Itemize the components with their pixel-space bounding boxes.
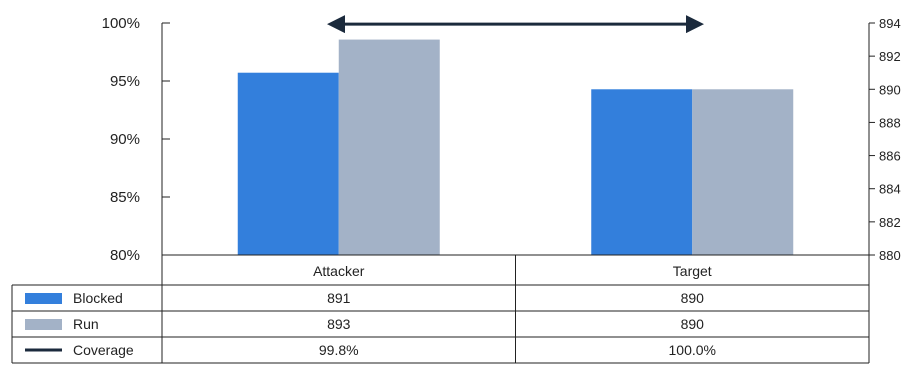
- data-label-run-attacker: 893: [327, 316, 351, 332]
- right-tick-label: 894: [879, 16, 901, 31]
- legend-key-run: [25, 319, 62, 330]
- left-tick-label: 90%: [110, 131, 140, 148]
- right-tick-label: 888: [879, 115, 901, 130]
- data-label-coverage-target: 100.0%: [669, 342, 716, 358]
- data-label-coverage-attacker: 99.8%: [319, 342, 359, 358]
- right-tick-label: 882: [879, 215, 901, 230]
- category-label-attacker: Attacker: [313, 263, 365, 279]
- category-label-target: Target: [673, 263, 712, 279]
- right-tick-label: 880: [879, 248, 901, 263]
- legend-label-run: Run: [73, 316, 99, 332]
- legend-label-blocked: Blocked: [73, 290, 123, 306]
- bar-blocked-target: [591, 89, 693, 256]
- right-tick-label: 890: [879, 82, 901, 97]
- right-tick-label: 886: [879, 149, 901, 164]
- bar-run-attacker: [338, 39, 440, 256]
- legend-label-coverage: Coverage: [73, 342, 134, 358]
- data-label-blocked-attacker: 891: [327, 290, 351, 306]
- data-label-blocked-target: 890: [681, 290, 705, 306]
- bar-run-target: [692, 89, 794, 256]
- legend-key-blocked: [25, 293, 62, 304]
- left-tick-label: 80%: [110, 247, 140, 264]
- left-tick-label: 100%: [102, 15, 140, 32]
- right-tick-label: 884: [879, 182, 901, 197]
- left-tick-label: 95%: [110, 73, 140, 90]
- right-tick-label: 892: [879, 49, 901, 64]
- data-label-run-target: 890: [681, 316, 705, 332]
- bar-blocked-attacker: [237, 72, 339, 255]
- left-tick-label: 85%: [110, 189, 140, 206]
